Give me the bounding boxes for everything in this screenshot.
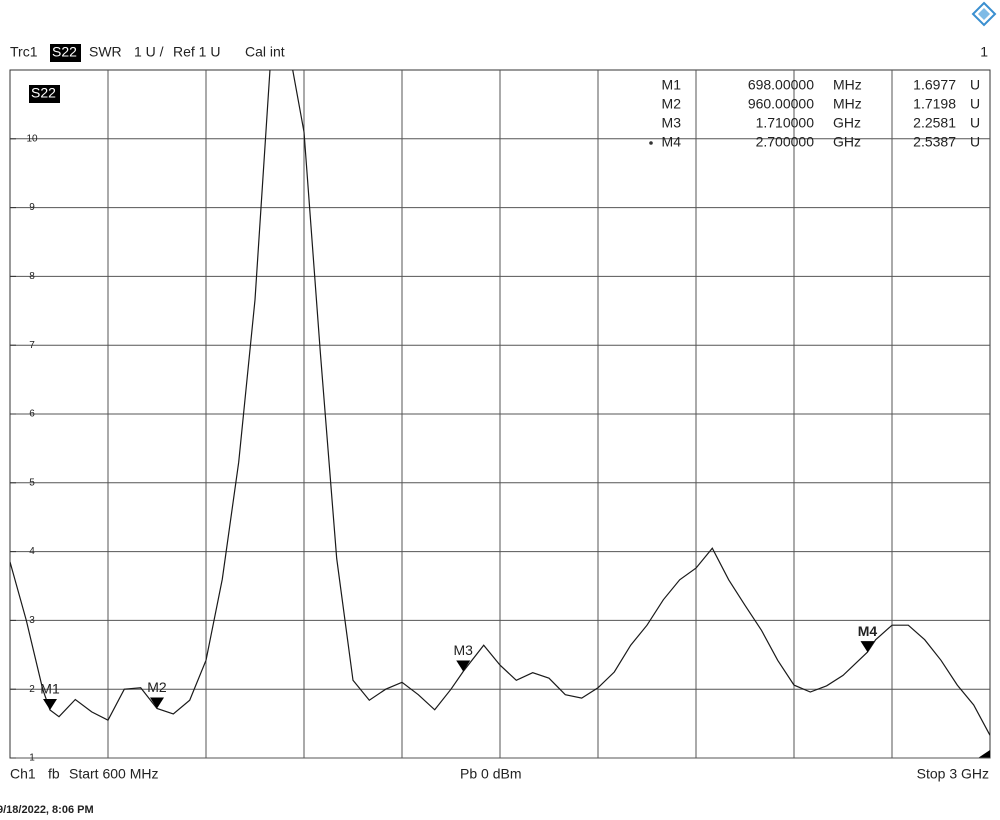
marker-table-y: 2.5387 [913,134,956,150]
param: S22 [52,44,77,60]
marker-table-y-unit: U [970,115,980,131]
marker-triangle [456,660,471,672]
marker-table-x: 698.00000 [748,77,814,93]
y-tick-label: 10 [26,133,38,144]
marker-label: M3 [454,642,474,658]
marker-table-x-unit: GHz [833,134,861,150]
logo [971,1,997,27]
marker-table-x: 1.710000 [756,115,815,131]
marker-label: M2 [147,679,167,695]
corner-marker [978,750,990,758]
y-tick-label: 9 [29,202,35,213]
marker-table-x-unit: MHz [833,96,862,112]
marker-table-name: M4 [662,134,682,150]
y-tick-label: 5 [29,477,35,488]
marker-table-y-unit: U [970,96,980,112]
reference: Ref 1 U [173,44,220,60]
marker-table-y-unit: U [970,134,980,150]
trace-line [10,70,990,736]
marker-table-name: M3 [662,115,682,131]
calibration: Cal int [245,44,285,60]
footer-channel: Ch1 [10,766,36,782]
trace-label-bg [29,85,60,103]
trace-name: Trc1 [10,44,38,60]
marker-table-y-unit: U [970,77,980,93]
y-tick-label: 2 [29,684,35,695]
param-bg [50,44,81,62]
footer-start: Start 600 MHz [69,766,158,782]
marker-table-x: 960.00000 [748,96,814,112]
marker-label: M4 [858,623,878,639]
marker-table-x-unit: GHz [833,115,861,131]
trace-label: S22 [31,85,56,101]
marker-table-x-unit: MHz [833,77,862,93]
timestamp: 9/18/2022, 8:06 PM [0,804,94,816]
channel-number: 1 [980,44,988,60]
footer-stop: Stop 3 GHz [917,766,989,782]
marker-table-x: 2.700000 [756,134,815,150]
footer-power: Pb 0 dBm [460,766,521,782]
marker-table-name: M1 [662,77,682,93]
y-tick-label: 6 [29,409,35,420]
y-tick-label: 8 [29,271,35,282]
y-tick-label: 7 [29,340,35,351]
active-dot [649,141,653,145]
y-tick-label: 3 [29,615,35,626]
marker-label: M1 [40,681,60,697]
marker-table-y: 1.7198 [913,96,956,112]
plot-area [10,70,990,736]
marker-table-name: M2 [662,96,682,112]
marker-triangle [860,641,875,653]
marker-triangle [43,698,58,710]
marker-table-y: 2.2581 [913,115,956,131]
format: SWR [89,44,122,60]
marker-triangle [150,697,164,709]
footer-mode: fb [48,766,60,782]
marker-table-y: 1.6977 [913,77,956,93]
y-tick-label: 1 [29,753,35,764]
scale: 1 U / [134,44,164,60]
y-tick-label: 4 [29,546,35,557]
